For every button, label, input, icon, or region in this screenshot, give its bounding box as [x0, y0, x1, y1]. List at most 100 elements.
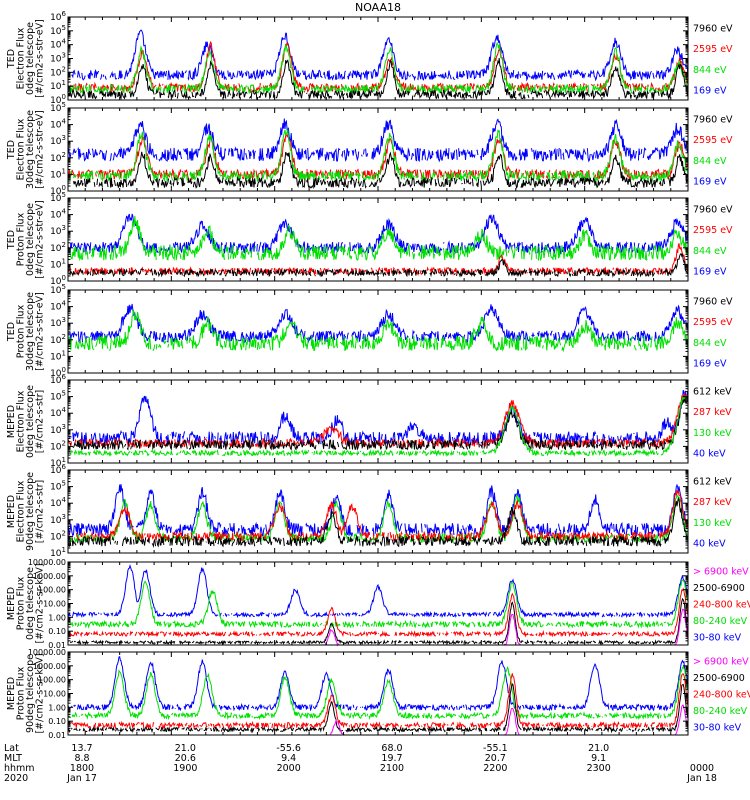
y-tick-exponent: 2	[62, 333, 66, 341]
legend-entry: 612 keV	[693, 476, 732, 487]
legend-entry: 2595 eV	[693, 225, 733, 236]
y-axis-label-line: [#/cm2-s-str-eV]	[35, 110, 46, 189]
figure-title: NOAA18	[355, 1, 401, 14]
legend-entry: 612 keV	[693, 386, 732, 397]
y-tick-exponent: 3	[62, 52, 66, 60]
footer-hhmm: 2000	[277, 763, 301, 774]
y-tick-exponent: 5	[62, 390, 66, 398]
footer-lat: 13.7	[71, 743, 92, 754]
y-tick-exponent: 2	[62, 529, 66, 537]
panel-8: 0.01 0.10 1.00 10.00 100.00 1000.00 10000.00 ME…	[6, 648, 750, 740]
series-blue-line	[67, 655, 689, 712]
y-tick-label: 100.00	[38, 676, 66, 685]
footer-mlt: 9.4	[281, 753, 296, 764]
footer-hhmm: 2100	[380, 763, 404, 774]
y-axis-label-line: 0deg telescope	[25, 385, 36, 458]
y-tick-exponent: 1	[62, 349, 66, 357]
y-axis-label-line: MEPED	[6, 587, 17, 620]
legend-entry: 240-800 keV	[693, 600, 750, 611]
footer-hhmm: 2300	[587, 763, 611, 774]
series-red-line	[67, 673, 689, 730]
y-tick-label: 104	[50, 118, 66, 131]
y-tick-exponent: 2	[62, 241, 66, 249]
footer-lat: 68.0	[381, 743, 402, 754]
y-tick-exponent: 0	[62, 93, 66, 101]
y-tick-label: 101	[50, 257, 66, 270]
y-tick-label: 1.00	[48, 613, 66, 622]
legend-entry: 7960 eV	[693, 114, 733, 125]
y-tick-label: 104	[50, 38, 66, 51]
legend-entry: 2595 eV	[693, 44, 733, 55]
y-tick-label: 10.00	[43, 600, 66, 609]
legend-entry: 287 keV	[693, 497, 732, 508]
y-axis-label-line: 30deg telescope	[25, 292, 36, 371]
footer-hhmm: 1800	[70, 763, 94, 774]
series-red-line	[67, 587, 689, 638]
footer-lat: 21.0	[588, 743, 609, 754]
series-green-line	[67, 41, 689, 95]
series-black-line	[67, 58, 689, 101]
y-tick-exponent: 4	[62, 118, 67, 126]
y-axis-label-line: [#/cm2-s-str-eV]	[35, 292, 46, 371]
y-tick-exponent: 5	[62, 101, 66, 109]
y-axis-label-line: MEPED	[6, 405, 17, 438]
legend-entry: 844 eV	[693, 246, 727, 257]
y-tick-label: 105	[50, 390, 66, 403]
y-axis-label-line: [#/cm2-s-str]	[35, 480, 46, 543]
y-tick-label: 103	[50, 134, 66, 147]
legend-entry: 30-80 keV	[693, 723, 742, 734]
y-axis-label-line: 0deg telescope	[25, 203, 36, 276]
footer-row-label: Lat	[4, 743, 19, 754]
legend-entry: 2595 eV	[693, 317, 733, 328]
series-blue-line	[67, 118, 689, 163]
y-tick-label: 101	[50, 167, 66, 180]
y-tick-label: 105	[50, 24, 66, 37]
footer-mlt: 20.6	[175, 753, 196, 764]
legend-entry: 844 eV	[693, 338, 727, 349]
series-black-line	[69, 597, 689, 646]
legend-entry: 169 eV	[693, 359, 727, 370]
y-axis-label-line: TED	[6, 230, 17, 250]
y-axis-label-line: MEPED	[6, 677, 17, 710]
series-black-line	[68, 252, 689, 278]
footer-mlt: 19.7	[381, 753, 402, 764]
footer-lat: -55.1	[483, 743, 508, 754]
series-blue-line	[67, 303, 689, 344]
y-tick-exponent: 0	[62, 366, 66, 374]
y-tick-label: 104	[50, 208, 66, 221]
footer-lat: -55.6	[276, 743, 301, 754]
y-axis-label-line: 0deg telescope	[25, 22, 36, 95]
series-black-line	[73, 151, 689, 190]
y-tick-label: 102	[50, 241, 66, 254]
series-blue-line	[68, 389, 689, 447]
legend-entry: 169 eV	[693, 177, 727, 188]
footer-lat: 21.0	[175, 743, 196, 754]
y-tick-label: 103	[50, 316, 66, 329]
footer-mlt: 9.1	[591, 753, 606, 764]
legend-entry: 169 eV	[693, 267, 727, 278]
y-tick-exponent: 3	[62, 134, 66, 142]
y-tick-exponent: 1	[62, 257, 66, 265]
series-black-line	[69, 396, 689, 452]
y-axis-label-line: 90deg telescope	[25, 654, 36, 733]
y-tick-exponent: 4	[62, 406, 67, 414]
y-axis-label-line: Electron Flux	[16, 27, 27, 89]
y-axis-label-line: Electron Flux	[16, 480, 27, 542]
y-axis-label-line: Proton Flux	[16, 212, 27, 266]
legend-entry: 844 eV	[693, 65, 727, 76]
legend-entry: 169 eV	[693, 86, 727, 97]
y-tick-exponent: 4	[62, 496, 67, 504]
y-tick-exponent: 1	[62, 546, 66, 554]
footer-row-label: hhmm	[4, 763, 35, 774]
y-tick-exponent: 2	[62, 151, 66, 159]
series-green-line	[68, 579, 689, 629]
y-axis-label-line: [#/cm2-s-str-eV]	[35, 200, 46, 279]
y-axis-label-line: Proton Flux	[16, 304, 27, 358]
y-tick-exponent: 5	[62, 283, 66, 291]
legend-entry: 7960 eV	[693, 296, 733, 307]
y-tick-label: 1.00	[48, 703, 66, 712]
